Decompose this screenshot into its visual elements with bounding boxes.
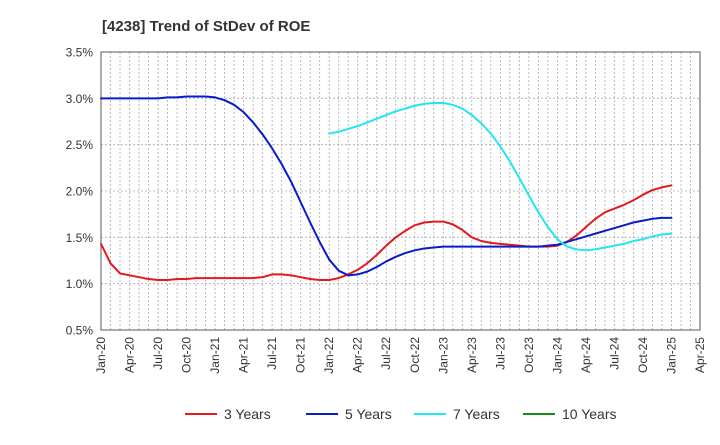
x-tick-label: Apr-24 <box>579 337 593 373</box>
x-tick-label: Jan-20 <box>94 337 108 374</box>
x-tick-label: Jan-22 <box>322 337 336 374</box>
legend-label-10-years: 10 Years <box>562 406 617 422</box>
x-tick-label: Apr-20 <box>123 337 137 373</box>
series-lines <box>100 95 673 281</box>
y-tick-label: 1.0% <box>66 277 94 291</box>
x-tick-label: Jul-24 <box>607 337 621 370</box>
legend-label-7-years: 7 Years <box>453 406 500 422</box>
legend: 3 Years 5 Years 7 Years 10 Years <box>185 406 617 422</box>
x-tick-label: Jan-25 <box>664 337 678 374</box>
x-tick-label: Oct-24 <box>636 337 650 373</box>
chart-title: [4238] Trend of StDev of ROE <box>102 18 310 35</box>
x-tick-label: Oct-21 <box>294 337 308 373</box>
legend-label-3-years: 3 Years <box>224 406 271 422</box>
x-tick-label: Apr-21 <box>237 337 251 373</box>
x-tick-label: Apr-25 <box>693 337 707 373</box>
plot-area <box>101 52 700 330</box>
x-tick-label: Oct-20 <box>180 337 194 373</box>
x-tick-label: Jul-22 <box>379 337 393 370</box>
x-tick-label: Jul-23 <box>493 337 507 370</box>
series-line-3-years <box>100 184 673 281</box>
y-tick-label: 3.5% <box>66 46 94 60</box>
series-line-7-years <box>328 101 673 252</box>
y-tick-label: 3.0% <box>66 92 94 106</box>
x-tick-label: Oct-22 <box>408 337 422 373</box>
series-line-5-years <box>100 95 673 277</box>
y-tick-label: 0.5% <box>66 324 94 338</box>
plot-border <box>100 51 701 331</box>
x-tick-label: Jan-21 <box>208 337 222 374</box>
x-tick-label: Oct-23 <box>522 337 536 373</box>
x-tick-label: Jul-21 <box>265 337 279 370</box>
y-tick-label: 2.5% <box>66 138 94 152</box>
legend-label-5-years: 5 Years <box>345 406 392 422</box>
x-tick-label: Jan-24 <box>550 337 564 374</box>
x-tick-label: Jan-23 <box>436 337 450 374</box>
y-tick-label: 2.0% <box>66 185 94 199</box>
grid <box>101 52 700 330</box>
x-tick-label: Apr-22 <box>351 337 365 373</box>
y-tick-label: 1.5% <box>66 231 94 245</box>
axes: 0.5% 1.0% 1.5% 2.0% 2.5% 3.0% 3.5% Jan-20 Apr-20… <box>66 46 707 374</box>
x-tick-label: Apr-23 <box>465 337 479 373</box>
x-tick-label: Jul-20 <box>151 337 165 370</box>
